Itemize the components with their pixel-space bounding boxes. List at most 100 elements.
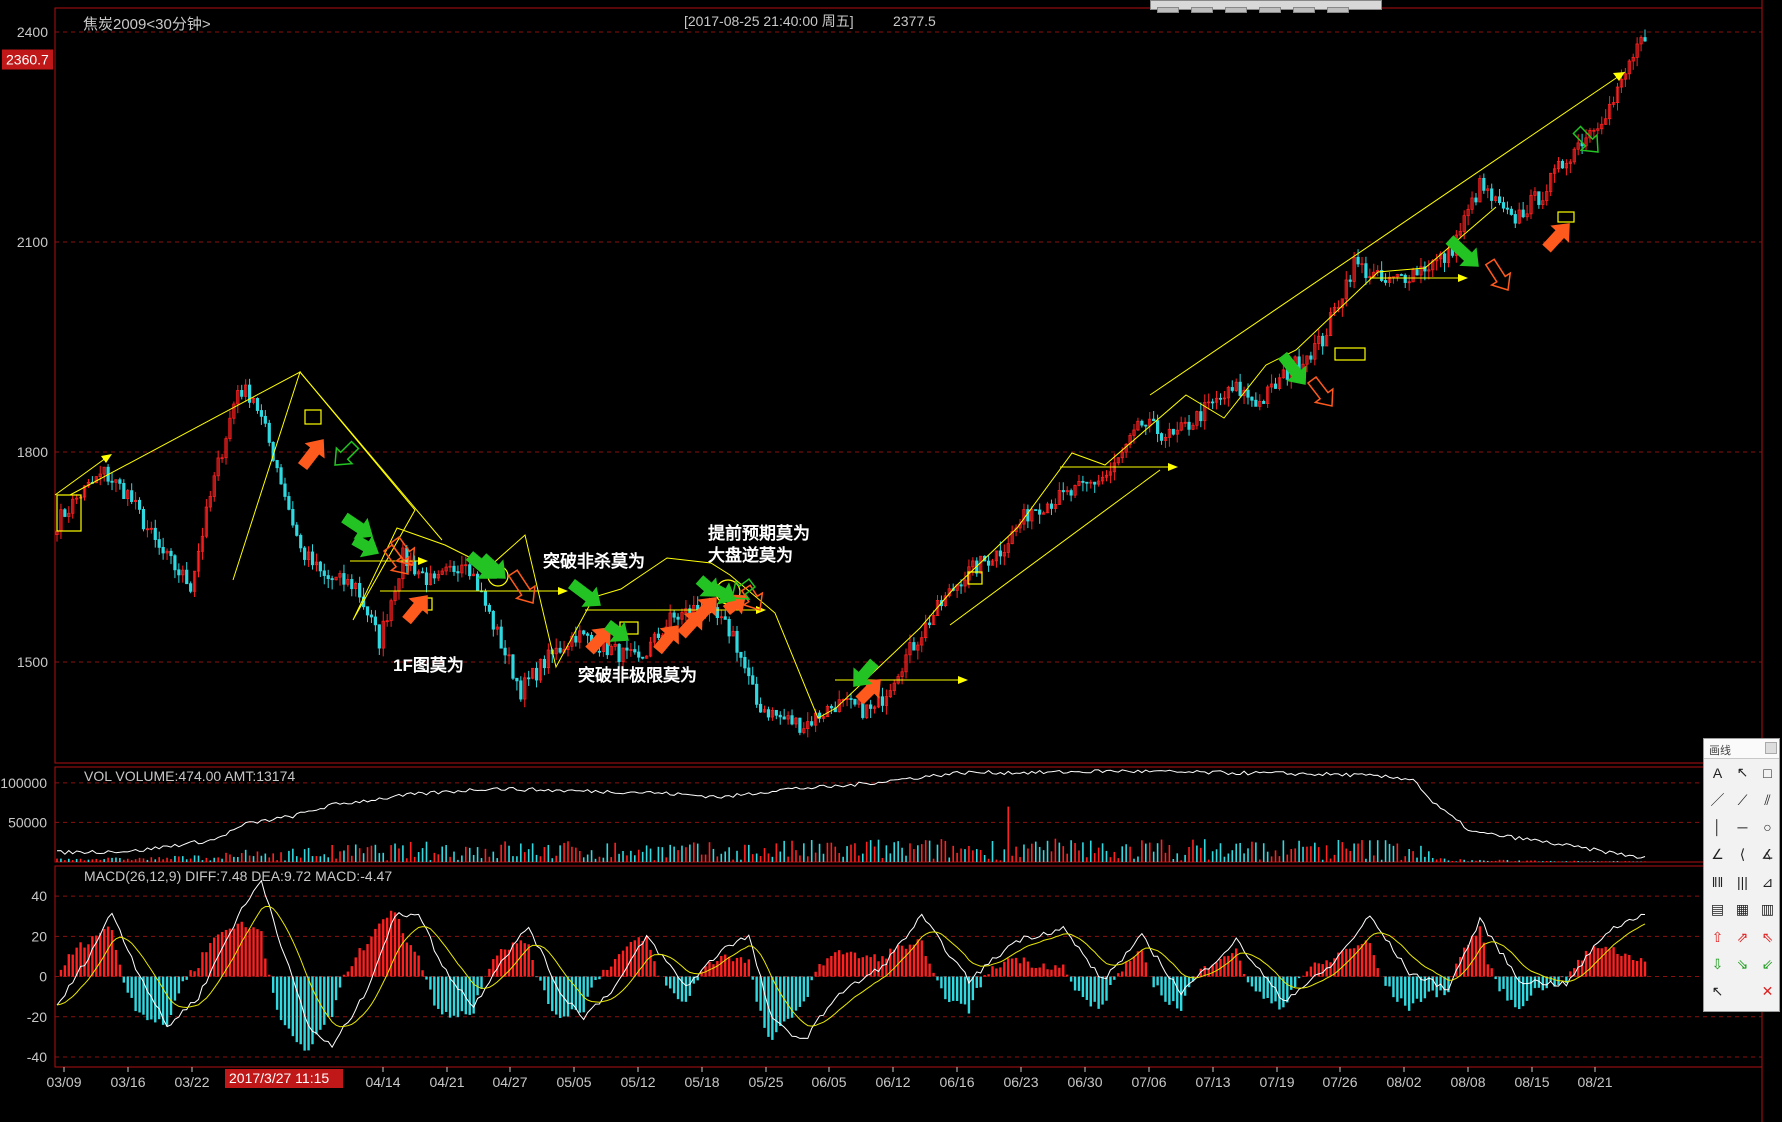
instrument-title: 焦炭2009<30分钟> <box>83 16 211 33</box>
drawing-tool-25[interactable] <box>1730 978 1755 1005</box>
trend-arrowhead <box>101 454 112 463</box>
drawing-tool-6[interactable]: │ <box>1713 819 1722 836</box>
candle-body <box>1006 543 1010 553</box>
candle-body <box>1269 383 1274 388</box>
drawing-tool-9[interactable]: ∠ <box>1711 846 1724 863</box>
candle-body <box>994 550 999 562</box>
candle-body <box>511 654 515 679</box>
drawing-tool-19[interactable]: ⇗ <box>1736 928 1749 945</box>
toolbar-button[interactable] <box>1157 7 1179 13</box>
candle-body <box>322 570 326 576</box>
candle-body <box>228 417 232 440</box>
candle-body <box>1159 433 1164 441</box>
candle-body <box>342 573 346 585</box>
drawing-tools-panel[interactable]: 画线 A ↖ □ ／ ⟋ ⫽ │ ─ ○ ∠ ⟨ ∡ ‖‖ ||| ⊿ ▤ ▦ ▥ ⇧ ⇗ ⇖ ⇩ ⇘ ⇙ ↖ ✕ <box>1703 738 1780 1012</box>
toolbar-button[interactable] <box>1191 7 1213 13</box>
candle-body <box>1038 509 1042 515</box>
drawing-tool-14[interactable]: ⊿ <box>1761 873 1774 890</box>
candle-body <box>82 485 87 498</box>
candle-body <box>755 683 759 705</box>
candle-body <box>959 584 963 587</box>
drawing-tool-15[interactable]: ▤ <box>1710 901 1725 918</box>
candle-body <box>126 490 130 500</box>
x-axis-label: 03/16 <box>110 1074 145 1090</box>
drawing-tool-26[interactable]: ✕ <box>1761 983 1774 1000</box>
candle-body <box>110 480 114 483</box>
candle-body <box>1203 402 1207 422</box>
toolbar-button[interactable] <box>1259 7 1281 13</box>
candle-body <box>1399 274 1403 276</box>
candle-body <box>786 715 790 720</box>
candle-body <box>1619 78 1624 88</box>
candle-body <box>1415 269 1419 276</box>
candle-body <box>173 555 177 571</box>
candle-body <box>802 728 806 733</box>
candle-body <box>719 616 723 619</box>
price-axis-tick: 1500 <box>17 654 48 670</box>
drawing-tool-17[interactable]: ▥ <box>1760 901 1775 918</box>
drawing-tool-2[interactable]: □ <box>1763 764 1772 781</box>
candle-body <box>204 506 208 537</box>
cursor-date-text: 2017/3/27 11:15 <box>229 1070 329 1086</box>
x-axis-label: 06/16 <box>939 1074 974 1090</box>
candle-body <box>354 583 358 590</box>
candle-body <box>715 607 719 618</box>
drawing-tool-4[interactable]: ⟋ <box>1737 791 1748 808</box>
current-price-badge <box>2 49 53 70</box>
candle-body <box>212 475 216 497</box>
drawing-tool-11[interactable]: ∡ <box>1761 846 1774 863</box>
close-icon[interactable] <box>1765 742 1777 754</box>
candle-body <box>248 384 252 403</box>
drawing-tool-0[interactable]: A <box>1712 764 1723 781</box>
drawing-tool-18[interactable]: ⇧ <box>1711 928 1724 945</box>
toolbar-button[interactable] <box>1327 7 1349 13</box>
candle-body <box>613 643 617 647</box>
toolbar-button[interactable] <box>1293 7 1315 13</box>
marker-box <box>1334 347 1366 361</box>
drawing-tool-12[interactable]: ‖‖ <box>1711 874 1724 891</box>
candle-body <box>1348 279 1352 282</box>
drawing-tool-21[interactable]: ⇩ <box>1711 955 1724 972</box>
candle-body <box>255 398 260 411</box>
drawing-tool-10[interactable]: ⟨ <box>1739 846 1746 863</box>
candle-body <box>1120 451 1124 459</box>
top-toolbar-strip[interactable] <box>1150 0 1382 13</box>
drawing-tool-13[interactable]: ||| <box>1737 874 1748 891</box>
x-axis-label: 04/14 <box>365 1074 400 1090</box>
candle-body <box>487 604 491 612</box>
candle-body <box>1034 509 1038 511</box>
candle-body <box>633 649 637 653</box>
candle-body <box>810 721 814 726</box>
drawing-tool-22[interactable]: ⇘ <box>1736 955 1749 972</box>
candle-body <box>1222 397 1227 400</box>
drawing-tool-23[interactable]: ⇙ <box>1761 955 1774 972</box>
candle-body <box>1258 400 1262 407</box>
drawing-tool-7[interactable]: ─ <box>1737 819 1748 836</box>
candle-body <box>570 635 574 647</box>
candle-body <box>645 655 649 659</box>
candle-body <box>275 460 279 469</box>
candle-body <box>1442 253 1447 263</box>
macd-axis-tick: -20 <box>27 1009 47 1025</box>
candle-body <box>739 651 743 658</box>
drawing-tool-24[interactable]: ↖ <box>1711 983 1724 1000</box>
drawing-tool-1[interactable]: ↖ <box>1736 764 1749 781</box>
candle-body <box>554 647 558 655</box>
trend-line <box>949 469 1161 626</box>
drawing-tool-5[interactable]: ⫽ <box>1764 791 1771 808</box>
drawing-tool-8[interactable]: ○ <box>1763 819 1772 836</box>
drawing-tool-16[interactable]: ▦ <box>1735 901 1750 918</box>
toolbar-button[interactable] <box>1225 7 1247 13</box>
candle-body <box>424 572 429 585</box>
long-trend-line <box>1149 71 1626 396</box>
candle-body <box>821 716 826 719</box>
marker-box <box>56 494 82 532</box>
candle-body <box>114 479 118 483</box>
candle-body <box>263 415 267 424</box>
drawing-tool-20[interactable]: ⇖ <box>1761 928 1774 945</box>
candle-body <box>1380 270 1384 281</box>
candle-body <box>1321 335 1325 347</box>
candle-body <box>652 633 657 643</box>
drawing-tool-3[interactable]: ／ <box>1710 792 1725 809</box>
